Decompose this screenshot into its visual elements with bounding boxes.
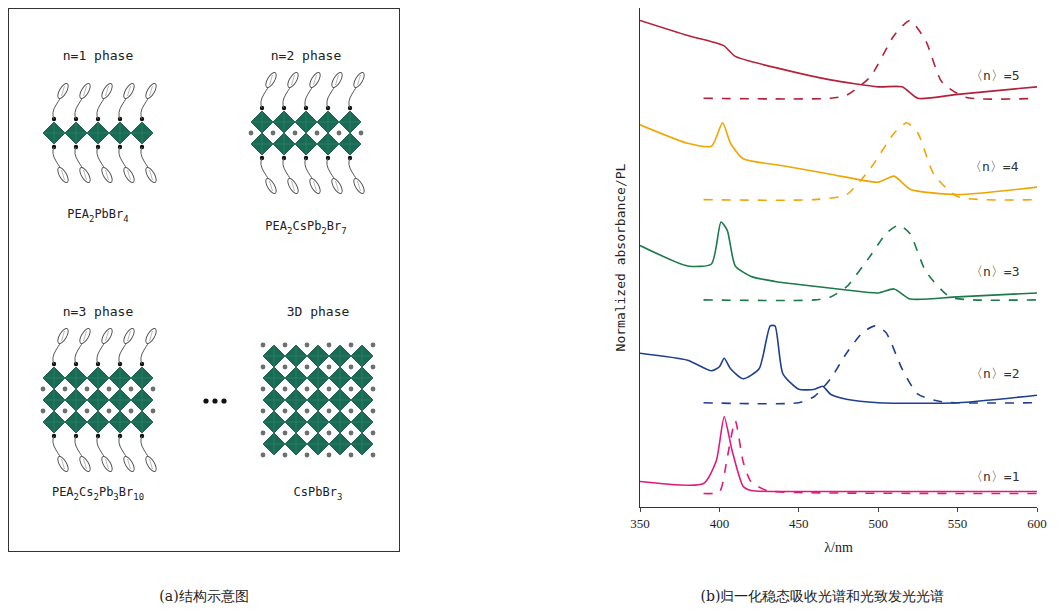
svg-text:n=2 phase: n=2 phase [271,48,342,63]
svg-text:λ/nm: λ/nm [824,540,853,555]
svg-text:PEA2CsPb2Br7: PEA2CsPb2Br7 [265,219,346,236]
svg-text:CsPbBr3: CsPbBr3 [294,485,343,502]
svg-text:400: 400 [710,516,730,531]
svg-text:450: 450 [789,516,809,531]
svg-text:〈n〉=3: 〈n〉=3 [970,264,1019,279]
svg-text:PEA2Cs2Pb3Br10: PEA2Cs2Pb3Br10 [52,485,144,502]
svg-text:〈n〉=2: 〈n〉=2 [970,366,1019,381]
svg-text:3D phase: 3D phase [287,304,350,319]
svg-text:500: 500 [868,516,888,531]
svg-text:n=1 phase: n=1 phase [63,48,134,63]
html-text:(b)归一化稳态吸收光谱和光致发光光谱: (b)归一化稳态吸收光谱和光致发光光谱 [700,588,945,604]
html-text:(a)结构示意图: (a)结构示意图 [159,588,249,604]
svg-text:〈n〉=1: 〈n〉=1 [970,469,1019,484]
svg-text:550: 550 [948,516,968,531]
svg-text:n=3 phase: n=3 phase [63,304,134,319]
svg-text:〈n〉=4: 〈n〉=4 [969,159,1019,174]
svg-text:350: 350 [630,516,650,531]
svg-text:PEA2PbBr4: PEA2PbBr4 [67,207,128,224]
svg-text:〈n〉=5: 〈n〉=5 [970,68,1019,83]
svg-text:Normalized absorbance/PL: Normalized absorbance/PL [613,163,628,351]
svg-text:600: 600 [1027,516,1047,531]
